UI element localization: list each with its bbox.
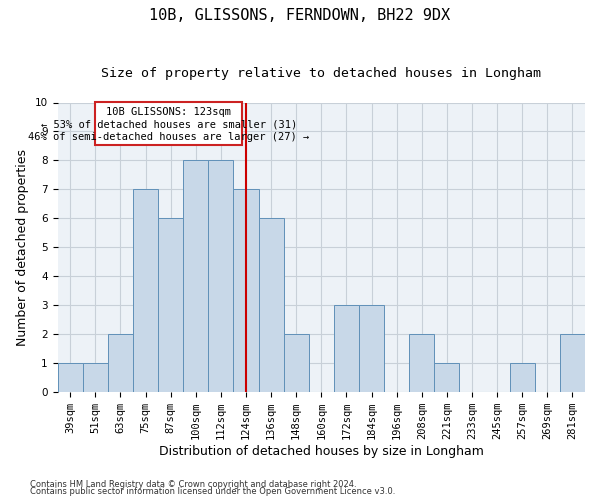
Bar [95, 102, 242, 146]
X-axis label: Distribution of detached houses by size in Longham: Distribution of detached houses by size … [159, 444, 484, 458]
Bar [509, 363, 535, 392]
Bar [58, 363, 83, 392]
Bar [284, 334, 309, 392]
Text: Contains HM Land Registry data © Crown copyright and database right 2024.: Contains HM Land Registry data © Crown c… [30, 480, 356, 489]
Title: Size of property relative to detached houses in Longham: Size of property relative to detached ho… [101, 68, 541, 80]
Bar [259, 218, 284, 392]
Bar [233, 190, 259, 392]
Text: 10B GLISSONS: 123sqm: 10B GLISSONS: 123sqm [106, 107, 231, 117]
Bar [183, 160, 208, 392]
Bar [108, 334, 133, 392]
Bar [359, 305, 384, 392]
Bar [208, 160, 233, 392]
Bar [334, 305, 359, 392]
Bar [560, 334, 585, 392]
Y-axis label: Number of detached properties: Number of detached properties [16, 148, 29, 346]
Text: ← 53% of detached houses are smaller (31): ← 53% of detached houses are smaller (31… [41, 120, 297, 130]
Text: 46% of semi-detached houses are larger (27) →: 46% of semi-detached houses are larger (… [28, 132, 310, 142]
Text: 10B, GLISSONS, FERNDOWN, BH22 9DX: 10B, GLISSONS, FERNDOWN, BH22 9DX [149, 8, 451, 22]
Bar [158, 218, 183, 392]
Bar [133, 190, 158, 392]
Bar [409, 334, 434, 392]
Text: Contains public sector information licensed under the Open Government Licence v3: Contains public sector information licen… [30, 487, 395, 496]
Bar [83, 363, 108, 392]
Bar [434, 363, 460, 392]
